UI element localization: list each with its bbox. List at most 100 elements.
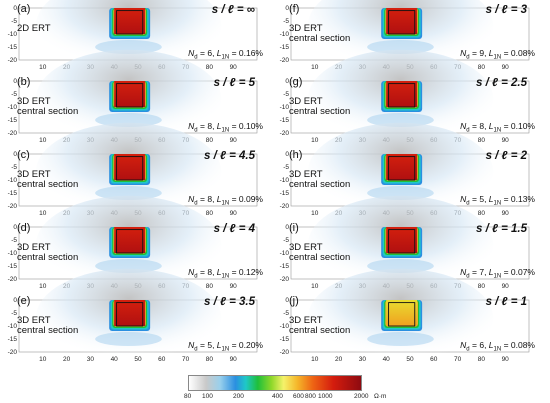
panel-label: (h) [289, 149, 303, 161]
section-panel: 0 -5 -10 -15 -20 10 20 30 40 50 60 70 80 90 (e) s / ℓ =… [5, 268, 273, 369]
stat-value: 6 [479, 340, 485, 350]
y-tick-label: -10 [7, 249, 17, 257]
stat-symbol: N [460, 194, 467, 204]
stat-symbol: d [466, 200, 470, 207]
stat-symbol: N [460, 121, 467, 131]
y-tick-label: -5 [11, 17, 17, 25]
low-resistivity-shadow [367, 332, 434, 346]
x-tick-label: 10 [311, 210, 319, 217]
stat-symbol: d [466, 54, 470, 61]
method-line: central section [289, 252, 351, 263]
anomaly-core [114, 8, 146, 34]
colorbar-tick: 400 [272, 393, 283, 400]
target-outline [116, 229, 144, 254]
method-line: 3D ERT [289, 169, 323, 180]
stat-symbol: L [488, 194, 494, 204]
target-outline [388, 302, 416, 327]
stat-symbol: 1N [493, 54, 502, 61]
stat-value: 0.20% [238, 340, 263, 350]
spacing-ratio: s / ℓ = 3.5 [203, 296, 255, 308]
x-tick-label: 10 [39, 283, 47, 290]
colorbar [188, 375, 362, 391]
stat-symbol: 1N [221, 127, 230, 134]
resistivity-section [290, 0, 530, 76]
anomaly-core [386, 154, 418, 180]
anomaly-core [114, 154, 146, 180]
low-resistivity-shadow [95, 259, 162, 273]
y-tick-label: -15 [279, 335, 289, 343]
y-tick-label: 0 [13, 4, 17, 12]
y-tick-label: -20 [279, 56, 289, 64]
y-tick-label: -15 [279, 262, 289, 270]
inversion-stats: Nd = 5, L1N = 0.20% [188, 340, 263, 353]
spacing-ratio: s / ℓ = ∞ [211, 4, 255, 16]
inversion-stats: Nd = 7, L1N = 0.07% [460, 267, 535, 280]
stat-value: 8 [207, 267, 213, 277]
panel-label: (d) [17, 222, 31, 234]
y-tick-label: -20 [7, 275, 17, 283]
x-tick-label: 10 [311, 356, 319, 363]
y-tick-label: -15 [7, 189, 17, 197]
low-resistivity-shadow [367, 113, 434, 127]
inversion-stats: Nd = 8, L1N = 0.10% [460, 121, 535, 134]
method-line: 3D ERT [17, 315, 51, 326]
y-tick-label: -5 [11, 309, 17, 317]
low-resistivity-shadow [367, 259, 434, 273]
y-tick-label: -5 [11, 163, 17, 171]
stat-value: 0.10% [238, 121, 263, 131]
low-resistivity-shadow [95, 113, 162, 127]
stat-value: 0.07% [510, 267, 535, 277]
stat-symbol: N [188, 267, 195, 277]
stat-symbol: d [194, 346, 198, 353]
spacing-ratio: s / ℓ = 2 [485, 150, 527, 162]
x-tick-label: 90 [229, 283, 237, 290]
colorbar-tick: 100 [202, 393, 213, 400]
colorbar-unit: Ω·m [374, 393, 387, 400]
x-tick-label: 80 [205, 356, 213, 363]
x-tick-label: 80 [477, 210, 485, 217]
method-line: central section [289, 106, 351, 117]
x-tick-label: 90 [229, 210, 237, 217]
inversion-stats: Nd = 8, L1N = 0.09% [188, 194, 263, 207]
anomaly-core [114, 300, 146, 326]
target-outline [388, 10, 416, 35]
x-tick-label: 60 [158, 356, 166, 363]
stat-symbol: d [194, 54, 198, 61]
y-tick-label: -15 [7, 43, 17, 51]
x-tick-label: 90 [501, 356, 509, 363]
inversion-stats: Nd = 5, L1N = 0.13% [460, 194, 535, 207]
y-tick-label: -5 [283, 17, 289, 25]
colorbar-tick: 800 [305, 393, 316, 400]
stat-value: 0.10% [510, 121, 535, 131]
colorbar-tick: 200 [233, 393, 244, 400]
stat-symbol: L [488, 121, 494, 131]
method-line: central section [17, 179, 79, 190]
inversion-stats: Nd = 6, L1N = 0.16% [188, 48, 263, 61]
method-label: 3D ERT central section [289, 243, 350, 263]
method-line: central section [17, 106, 79, 117]
x-tick-label: 40 [110, 356, 118, 363]
x-tick-label: 20 [62, 356, 71, 363]
y-tick-label: -10 [279, 249, 289, 257]
x-tick-label: 10 [39, 210, 47, 217]
resistivity-section [18, 195, 258, 295]
resistivity-section [290, 122, 530, 222]
method-line: central section [17, 325, 79, 336]
anomaly-core [386, 300, 418, 326]
stat-value: 0.09% [238, 194, 263, 204]
stat-value: 5 [207, 340, 213, 350]
x-tick-label: 60 [430, 356, 438, 363]
stat-value: 9 [479, 48, 485, 58]
x-tick-label: 10 [39, 137, 47, 144]
panel-label: (c) [17, 149, 30, 161]
x-tick-label: 90 [501, 64, 509, 71]
y-tick-label: -15 [7, 335, 17, 343]
x-tick-label: 10 [311, 64, 319, 71]
method-label: 3D ERT central section [289, 24, 350, 44]
panel-label: (b) [17, 76, 31, 88]
